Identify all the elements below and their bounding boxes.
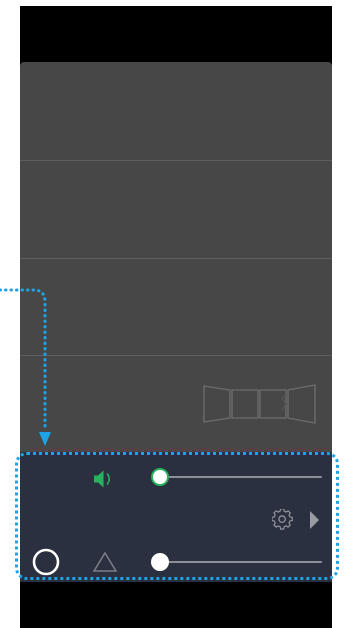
- media-control-panel: [20, 452, 332, 582]
- panorama-segments-icon[interactable]: [203, 384, 317, 424]
- gear-icon[interactable]: [272, 509, 294, 531]
- volume-slider-thumb[interactable]: [151, 468, 169, 486]
- row-divider: [20, 258, 332, 259]
- bottom-bar: [20, 582, 332, 628]
- secondary-slider-track: [160, 561, 322, 563]
- volume-slider[interactable]: [151, 468, 322, 486]
- annotation-arrow: [0, 288, 51, 446]
- row-divider: [20, 355, 332, 356]
- triangle-outline-icon[interactable]: [92, 550, 118, 574]
- highlight-box: [15, 452, 339, 580]
- play-triangle-icon[interactable]: [308, 510, 320, 530]
- volume-slider-track: [160, 476, 322, 478]
- content-panel: [20, 62, 332, 452]
- secondary-slider[interactable]: [151, 553, 322, 571]
- row-divider: [20, 160, 332, 161]
- speaker-volume-icon[interactable]: [92, 467, 116, 491]
- circle-icon[interactable]: [31, 547, 61, 577]
- secondary-slider-thumb[interactable]: [151, 553, 169, 571]
- device-screen: [20, 6, 332, 628]
